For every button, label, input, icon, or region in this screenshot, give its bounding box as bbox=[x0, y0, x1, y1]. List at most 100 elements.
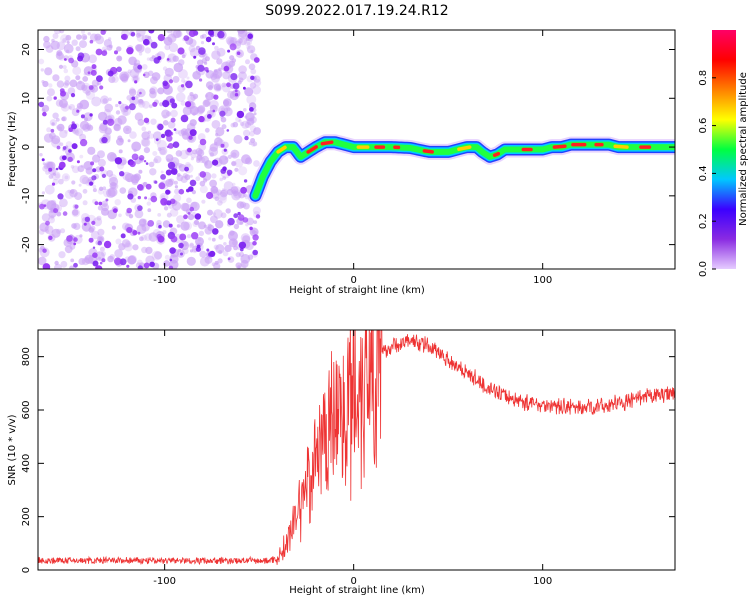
noise-speckle bbox=[119, 187, 127, 194]
noise-speckle bbox=[199, 78, 203, 82]
noise-speckle bbox=[123, 125, 132, 135]
noise-speckle bbox=[162, 230, 167, 235]
noise-speckle bbox=[172, 75, 180, 83]
noise-speckle bbox=[46, 95, 53, 102]
y-tick-label: 10 bbox=[21, 92, 32, 105]
noise-speckle bbox=[129, 131, 137, 139]
noise-speckle bbox=[243, 193, 247, 198]
noise-speckle bbox=[80, 164, 84, 168]
noise-speckle bbox=[228, 238, 238, 248]
spectrogram-frame bbox=[37, 29, 676, 270]
noise-speckle bbox=[213, 209, 223, 219]
noise-speckle bbox=[167, 143, 174, 149]
noise-speckle bbox=[137, 231, 141, 235]
noise-speckle bbox=[188, 30, 196, 38]
noise-speckle bbox=[45, 220, 50, 226]
noise-speckle bbox=[59, 142, 64, 147]
noise-speckle bbox=[195, 176, 201, 182]
noise-speckle bbox=[178, 69, 188, 79]
noise-speckle bbox=[126, 207, 132, 214]
noise-speckle bbox=[127, 139, 131, 143]
noise-speckle bbox=[232, 121, 239, 128]
noise-speckle bbox=[127, 69, 132, 74]
noise-speckle bbox=[160, 198, 168, 206]
y-tick-label: 800 bbox=[21, 347, 32, 366]
noise-speckle bbox=[74, 204, 79, 209]
noise-speckle bbox=[68, 149, 72, 153]
noise-speckle bbox=[236, 51, 241, 55]
noise-speckle bbox=[205, 36, 212, 43]
noise-speckle bbox=[186, 76, 190, 80]
noise-speckle bbox=[162, 100, 170, 108]
noise-speckle bbox=[79, 154, 84, 159]
noise-speckle bbox=[175, 30, 183, 38]
spectrogram-ridge bbox=[247, 134, 675, 204]
noise-speckle bbox=[94, 201, 99, 206]
noise-speckle bbox=[195, 154, 203, 162]
noise-speckle bbox=[145, 162, 149, 165]
noise-speckle bbox=[41, 158, 45, 162]
noise-speckle bbox=[116, 137, 124, 146]
colorbar-tick-label: 0.6 bbox=[698, 118, 709, 134]
noise-speckle bbox=[182, 173, 188, 179]
noise-speckle bbox=[48, 235, 53, 240]
noise-speckle bbox=[82, 76, 89, 82]
noise-speckle bbox=[63, 82, 69, 88]
noise-speckle bbox=[80, 114, 85, 119]
noise-speckle bbox=[60, 260, 68, 268]
noise-speckle bbox=[134, 209, 144, 219]
noise-speckle bbox=[184, 174, 191, 181]
noise-speckle bbox=[232, 186, 241, 195]
noise-speckle bbox=[248, 63, 256, 70]
noise-speckle bbox=[181, 78, 186, 83]
noise-speckle bbox=[250, 75, 255, 81]
noise-speckle bbox=[64, 80, 70, 86]
noise-speckle bbox=[145, 246, 153, 255]
noise-speckle bbox=[153, 57, 160, 64]
noise-speckle bbox=[66, 235, 73, 242]
noise-speckle bbox=[47, 88, 55, 97]
noise-speckle bbox=[248, 141, 253, 145]
noise-speckle bbox=[194, 213, 202, 220]
noise-speckle bbox=[114, 157, 123, 165]
noise-speckle bbox=[152, 151, 158, 156]
noise-speckle bbox=[58, 251, 66, 259]
noise-speckle bbox=[62, 211, 68, 216]
noise-speckle bbox=[131, 96, 136, 101]
noise-speckle bbox=[161, 109, 170, 119]
noise-speckle bbox=[68, 127, 73, 132]
noise-speckle bbox=[246, 41, 251, 46]
noise-speckle bbox=[162, 114, 167, 120]
noise-speckle bbox=[60, 102, 70, 112]
noise-speckle bbox=[72, 66, 82, 76]
noise-speckle bbox=[192, 71, 201, 80]
noise-speckle bbox=[227, 49, 231, 53]
noise-speckle bbox=[166, 212, 172, 218]
noise-speckle bbox=[185, 161, 191, 168]
noise-speckle bbox=[138, 100, 146, 108]
noise-speckle bbox=[74, 192, 83, 201]
noise-speckle bbox=[56, 145, 61, 150]
noise-speckle bbox=[133, 173, 141, 181]
noise-speckle bbox=[165, 169, 172, 176]
noise-speckle bbox=[97, 228, 105, 236]
noise-speckle bbox=[183, 242, 188, 247]
noise-speckle bbox=[70, 258, 75, 263]
snr-x-ticks: -100 0 100 bbox=[153, 330, 552, 587]
noise-speckle bbox=[89, 33, 98, 42]
noise-speckle bbox=[120, 233, 126, 239]
noise-speckle bbox=[219, 110, 226, 117]
noise-speckle bbox=[180, 114, 189, 123]
noise-speckle bbox=[108, 97, 112, 102]
noise-speckle bbox=[99, 261, 103, 265]
noise-speckle bbox=[217, 200, 223, 206]
noise-speckle bbox=[107, 187, 118, 197]
ridge-peak bbox=[306, 145, 318, 154]
noise-speckle bbox=[234, 89, 238, 93]
noise-speckle bbox=[204, 67, 209, 72]
noise-speckle bbox=[90, 230, 100, 240]
noise-speckle bbox=[211, 120, 221, 129]
noise-speckle bbox=[134, 112, 144, 121]
noise-speckle bbox=[68, 57, 74, 64]
noise-speckle bbox=[215, 220, 224, 229]
